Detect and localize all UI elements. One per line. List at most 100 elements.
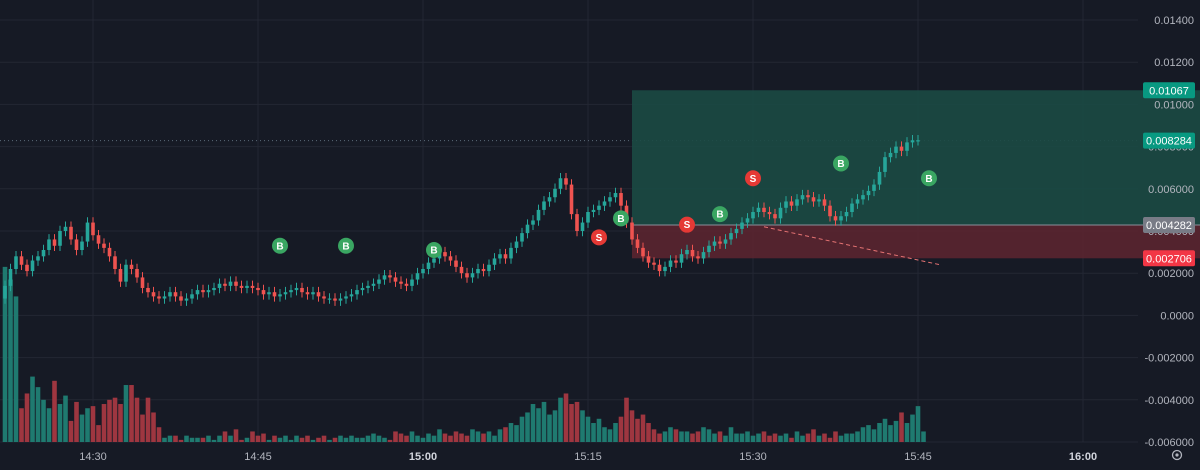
marker-circle <box>338 237 354 254</box>
trade-path-line <box>763 226 941 266</box>
volume-bar <box>145 397 151 442</box>
candle <box>261 290 266 295</box>
volume-bar <box>288 439 294 442</box>
candle <box>503 254 508 259</box>
candle <box>778 207 783 219</box>
candle <box>734 228 739 234</box>
candle <box>338 298 343 301</box>
volume-bar <box>888 425 893 442</box>
candle <box>487 264 491 272</box>
volume-bar <box>844 433 849 442</box>
marker-label: S <box>684 220 691 231</box>
volume-bar <box>233 429 239 442</box>
candle <box>833 216 838 221</box>
price-tick-label: 0.01000 <box>1154 99 1194 111</box>
marker-circle <box>613 210 629 227</box>
time-tick-label: 15:30 <box>739 451 767 463</box>
volume-bar <box>734 433 739 442</box>
candle <box>289 290 293 293</box>
candle <box>459 266 464 274</box>
volume-bar <box>112 397 118 442</box>
volume-bar <box>899 412 904 442</box>
price-tick-label: 0.006000 <box>1148 184 1194 196</box>
candle <box>415 273 420 280</box>
marker-circle <box>833 155 849 172</box>
candle <box>811 197 816 202</box>
candle <box>201 290 205 293</box>
settings-gear-icon[interactable] <box>1171 449 1183 461</box>
candle <box>630 222 634 240</box>
price-label-background <box>1143 132 1195 149</box>
profit-zone[interactable] <box>632 90 1200 226</box>
time-tick-label: 15:15 <box>574 451 602 463</box>
volume-bar <box>96 425 101 442</box>
volume-bar <box>530 404 536 442</box>
volume-bar <box>486 431 492 442</box>
volume-bar <box>2 266 8 442</box>
candle <box>256 287 260 291</box>
volume-bar <box>910 414 915 442</box>
volume-bar <box>90 406 96 442</box>
candle <box>399 281 403 284</box>
volume-bar <box>514 425 519 442</box>
volume-bar <box>508 423 514 442</box>
volume-bar <box>706 429 712 442</box>
volume-bar <box>464 435 470 442</box>
volume-bar <box>299 437 305 442</box>
marker-label: B <box>617 214 624 225</box>
candle <box>327 298 332 300</box>
volume-bar <box>8 279 13 442</box>
candle <box>316 292 321 297</box>
volume-bar <box>261 433 266 442</box>
candle <box>597 205 601 210</box>
candle <box>888 152 893 158</box>
candle <box>245 285 249 288</box>
volume-bar <box>415 435 420 442</box>
volume-bar <box>789 437 794 442</box>
candle <box>151 292 156 297</box>
volume-bar <box>690 433 695 442</box>
candle <box>388 275 392 278</box>
volume-bar <box>811 429 816 442</box>
loss-zone[interactable] <box>632 225 1200 259</box>
volume-bar <box>580 410 585 442</box>
candle <box>569 184 574 215</box>
candle <box>333 298 337 301</box>
candle <box>910 140 915 143</box>
candle <box>740 222 744 229</box>
volume-bar <box>541 401 547 442</box>
volume-bar <box>904 423 910 442</box>
time-tick-label: 15:00 <box>409 451 437 463</box>
candle <box>63 226 68 231</box>
candle <box>696 256 700 259</box>
volume-bar <box>35 387 41 442</box>
candle <box>476 268 480 274</box>
candle <box>305 292 310 295</box>
price-tick-label: -0.006000 <box>1144 437 1194 449</box>
candle <box>294 287 299 291</box>
marker-circle <box>591 229 607 246</box>
candle <box>905 142 909 151</box>
candle <box>663 266 667 272</box>
volume-bar <box>123 385 129 442</box>
volume-bar <box>591 423 596 442</box>
volume-bar <box>893 420 899 442</box>
candle <box>74 239 79 250</box>
time-axis[interactable]: 14:3014:4515:0015:1515:3015:4516:0016:15… <box>79 451 1200 463</box>
volume-bar <box>19 408 24 442</box>
volume-bar <box>849 433 855 442</box>
volume-bar <box>255 435 261 442</box>
marker-circle <box>712 206 728 223</box>
candle <box>866 190 871 196</box>
long-position-tool[interactable] <box>632 90 1200 266</box>
candle <box>124 264 128 282</box>
candle <box>278 294 282 297</box>
candle <box>883 157 887 172</box>
marker-label: B <box>342 241 349 252</box>
candle <box>514 241 519 248</box>
marker-label: B <box>925 174 932 185</box>
candle <box>635 239 640 248</box>
volume-bar <box>816 435 822 442</box>
candle <box>206 290 211 293</box>
